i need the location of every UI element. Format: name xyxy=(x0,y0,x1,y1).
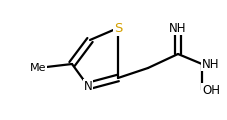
Text: S: S xyxy=(113,21,122,35)
Text: NH: NH xyxy=(201,57,219,71)
Text: OH: OH xyxy=(201,84,219,96)
Text: Me: Me xyxy=(30,63,46,73)
Text: N: N xyxy=(83,79,92,93)
Text: NH: NH xyxy=(168,21,186,35)
